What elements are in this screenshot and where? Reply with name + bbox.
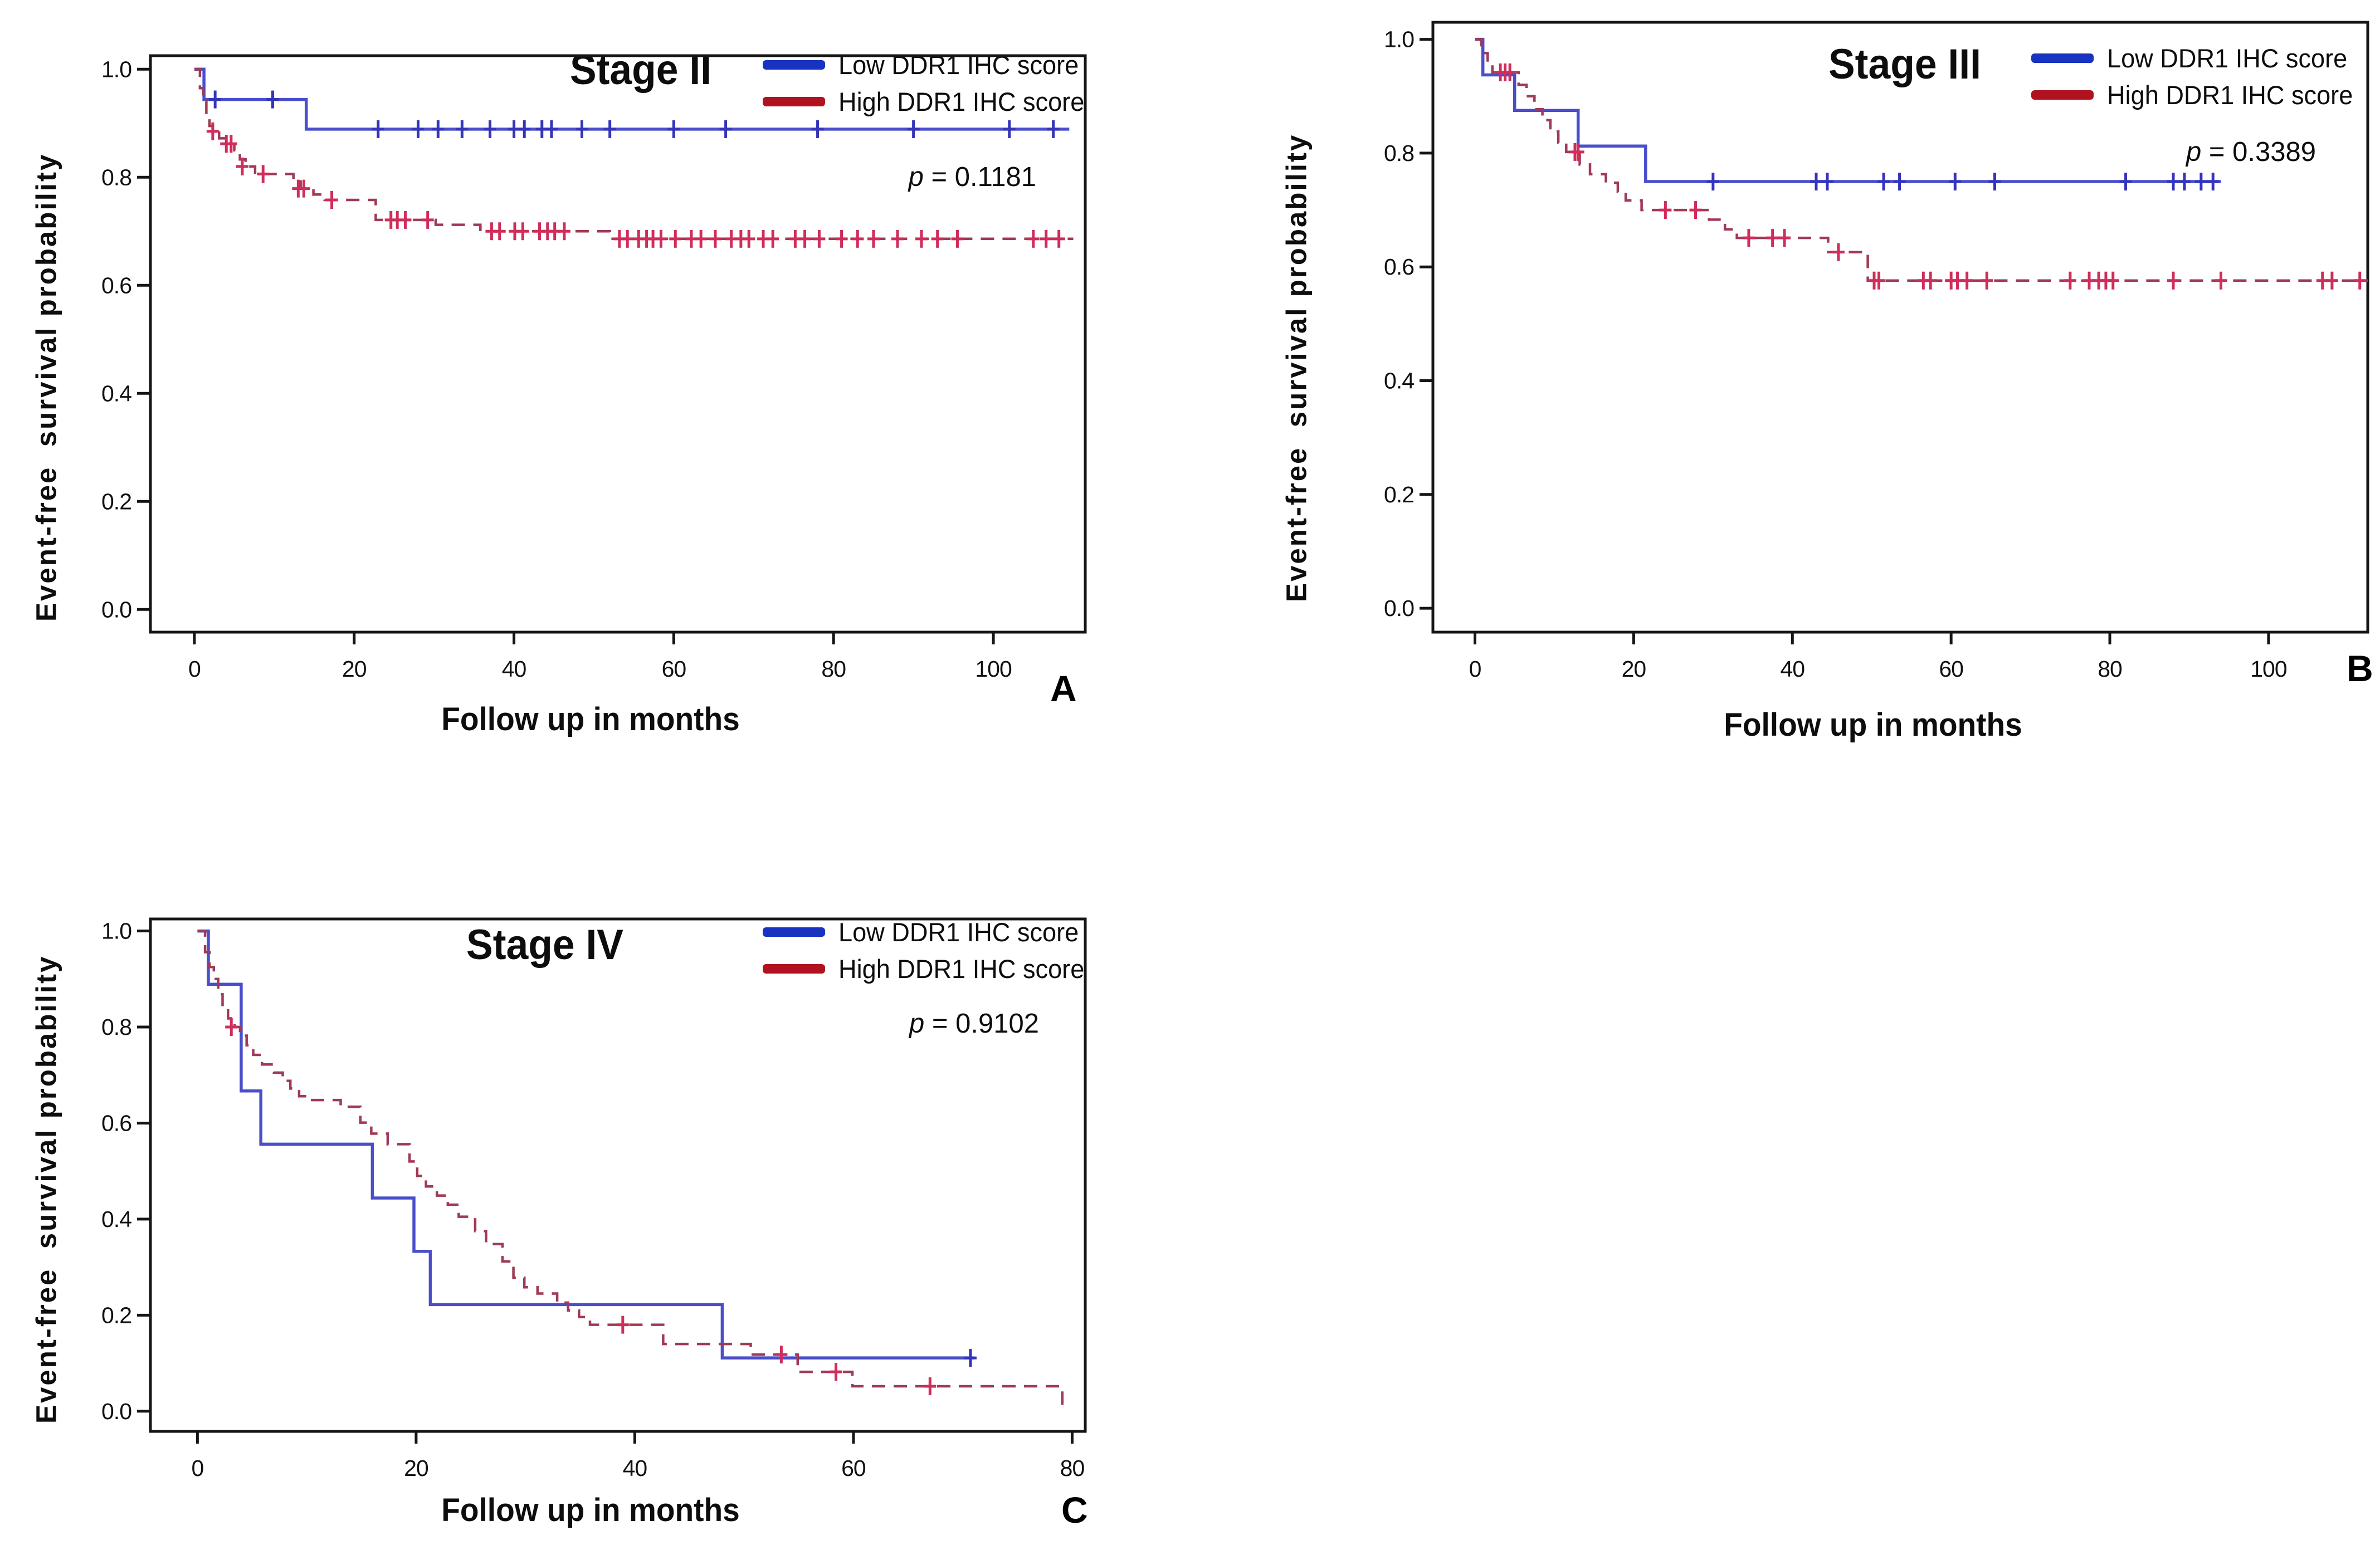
x-tick-label: 80 <box>2098 656 2122 682</box>
panel-letter: C <box>1061 1489 1088 1531</box>
high-ddr1-ihc-score-censor-marks <box>1494 63 2366 290</box>
y-axis-title: Event-free survival probability <box>30 955 62 1424</box>
y-tick-label: 0.6 <box>101 272 131 298</box>
panel-letter: B <box>2347 648 2373 689</box>
x-axis-title: Follow up in months <box>441 1492 740 1528</box>
p-value-text: p = 0.1181 <box>909 162 1036 193</box>
x-axis-title: Follow up in months <box>441 701 740 737</box>
x-tick-label: 60 <box>662 656 686 682</box>
p-symbol: p <box>909 1009 925 1039</box>
panel-title: Stage III <box>1828 41 1981 88</box>
y-tick-label: 0.2 <box>1384 482 1414 507</box>
plot-border <box>149 917 1087 1433</box>
panel-title: Stage II <box>569 46 712 94</box>
panel-title: Stage IV <box>466 921 623 969</box>
y-tick-label: 0.6 <box>1384 254 1414 280</box>
x-tick-label: 0 <box>191 1455 203 1481</box>
high-ddr1-ihc-score-curve <box>194 68 1074 241</box>
km-plot-stage-ii: 0 20 40 60 80 100 0.0 0.2 0.4 0.6 0.8 1.0 <box>101 54 1087 682</box>
x-tick-label: 60 <box>841 1455 866 1481</box>
panel-letter: A <box>1050 668 1077 709</box>
y-tick-label: 0.6 <box>101 1110 131 1136</box>
low-ddr1-ihc-score-curve <box>197 929 974 1360</box>
high-ddr1-ihc-score-curve <box>197 930 1064 1411</box>
x-tick-label: 40 <box>623 1455 647 1481</box>
km-panel-stage-iv: Event-free survival probability Stage IV… <box>22 877 1109 1545</box>
x-tick-label: 0 <box>1469 656 1481 682</box>
legend-swatch-high-ddr1 <box>2031 90 2094 100</box>
x-tick-label: 20 <box>404 1455 428 1481</box>
legend-item-high-ddr1: High DDR1 IHC score <box>763 953 1095 984</box>
y-tick-label: 0.0 <box>101 597 131 622</box>
low-ddr1-ihc-score-curve <box>194 67 1070 131</box>
km-plot-stage-iv: 0 20 40 60 80 0.0 0.2 0.4 0.6 0.8 1.0 <box>101 917 1087 1481</box>
x-tick-label: 60 <box>1939 656 1963 682</box>
legend-swatch-high-ddr1 <box>763 964 826 974</box>
x-axis-title: Follow up in months <box>1724 707 2022 743</box>
y-tick-label: 0.4 <box>101 1206 131 1232</box>
low-ddr1-ihc-score-curve <box>1475 37 2221 183</box>
y-tick-label: 0.8 <box>101 1014 131 1040</box>
legend-label-low-ddr1: Low DDR1 IHC score <box>838 917 1079 947</box>
x-tick-label: 20 <box>342 656 367 682</box>
legend-label-high-ddr1: High DDR1 IHC score <box>838 86 1085 116</box>
x-tick-label: 80 <box>821 656 846 682</box>
p-symbol: p <box>908 162 924 192</box>
p-value-number: = 0.3389 <box>2201 137 2316 167</box>
y-tick-label: 0.2 <box>101 488 131 514</box>
legend-label-high-ddr1: High DDR1 IHC score <box>2107 80 2353 110</box>
plot-border <box>1431 21 2369 634</box>
x-tick-label: 20 <box>1622 656 1646 682</box>
y-tick-label: 1.0 <box>101 918 131 944</box>
km-panel-stage-iii: Event-free survival probability Stage II… <box>1271 6 2380 785</box>
y-axis-title: Event-free survival probability <box>30 153 62 622</box>
high-ddr1-ihc-score-censor-marks <box>225 1018 937 1395</box>
legend-item-low-ddr1: Low DDR1 IHC score <box>763 916 1095 947</box>
legend-swatch-high-ddr1 <box>763 96 826 106</box>
legend-item-high-ddr1: High DDR1 IHC score <box>2031 79 2363 110</box>
y-tick-label: 0.0 <box>1384 595 1414 621</box>
x-tick-label: 100 <box>975 656 1012 682</box>
legend: Low DDR1 IHC score High DDR1 IHC score <box>2031 42 2363 110</box>
low-ddr1-ihc-score-censor-marks <box>1706 173 2220 191</box>
legend-swatch-low-ddr1 <box>763 927 826 937</box>
km-panel-stage-ii: Event-free survival probability Stage II… <box>22 6 1109 785</box>
legend: Low DDR1 IHC score High DDR1 IHC score <box>763 49 1095 117</box>
y-axis-title: Event-free survival probability <box>1280 133 1313 602</box>
y-tick-label: 0.8 <box>1384 140 1414 166</box>
legend-swatch-low-ddr1 <box>763 60 826 70</box>
x-tick-label: 0 <box>188 656 201 682</box>
p-symbol: p <box>2186 137 2202 167</box>
legend-label-high-ddr1: High DDR1 IHC score <box>838 954 1085 984</box>
legend: Low DDR1 IHC score High DDR1 IHC score <box>763 916 1095 984</box>
legend-item-low-ddr1: Low DDR1 IHC score <box>2031 42 2363 74</box>
legend-swatch-low-ddr1 <box>2031 53 2094 63</box>
p-value-number: = 0.1181 <box>923 162 1036 192</box>
legend-item-high-ddr1: High DDR1 IHC score <box>763 86 1095 117</box>
y-tick-label: 0.4 <box>101 380 131 406</box>
x-tick-label: 80 <box>1060 1455 1085 1481</box>
y-tick-label: 0.0 <box>101 1399 131 1424</box>
plot-border <box>149 54 1087 634</box>
y-tick-label: 1.0 <box>101 56 131 82</box>
p-value-number: = 0.9102 <box>924 1009 1039 1039</box>
y-tick-label: 1.0 <box>1384 27 1414 52</box>
x-tick-label: 40 <box>502 656 526 682</box>
x-tick-label: 40 <box>1780 656 1804 682</box>
km-plot-stage-iii: 0 20 40 60 80 100 0.0 0.2 0.4 0.6 0.8 1.0 <box>1384 21 2369 682</box>
high-ddr1-ihc-score-curve <box>1475 38 2368 282</box>
p-value-text: p = 0.3389 <box>2186 136 2316 168</box>
x-tick-label: 100 <box>2250 656 2287 682</box>
low-ddr1-ihc-score-censor-marks <box>209 90 1060 138</box>
y-tick-label: 0.8 <box>101 164 131 190</box>
high-ddr1-ihc-score-censor-marks <box>206 122 1065 248</box>
y-tick-label: 0.2 <box>101 1302 131 1328</box>
p-value-text: p = 0.9102 <box>909 1008 1039 1039</box>
legend-label-low-ddr1: Low DDR1 IHC score <box>2107 43 2348 73</box>
y-tick-label: 0.4 <box>1384 368 1414 394</box>
low-ddr1-ihc-score-censor-marks <box>964 1349 977 1367</box>
